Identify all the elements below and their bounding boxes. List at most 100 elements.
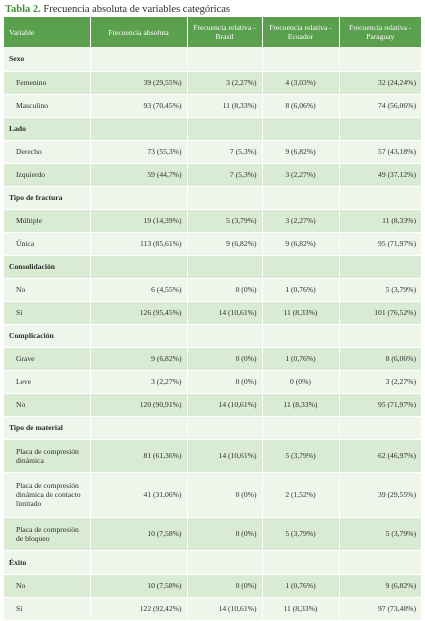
cell-ecuador [262,47,340,72]
cell-brasil [187,255,263,279]
cell-brasil [187,186,263,210]
cell-brasil: 0 (0%) [187,472,263,518]
section-label: Complicación [4,324,91,348]
header-brasil: Frecuencia relativa - Brasil [187,17,263,47]
cell-ecuador [262,324,340,348]
cell-absolute: 19 (14,39%) [90,209,188,233]
cell-absolute: 10 (7,58%) [90,574,188,598]
cell-absolute [90,416,188,440]
frequency-table: Variable Frecuencia absoluta Frecuencia … [4,17,421,621]
cell-ecuador: 1 (0,76%) [262,574,340,598]
variable-label: Derecho [4,140,91,164]
cell-paraguay [339,47,421,72]
cell-ecuador [262,416,340,440]
cell-brasil: 11 (8,33%) [187,94,263,118]
section-label: Éxito [4,550,91,575]
cell-paraguay: 62 (46,97%) [339,439,421,473]
cell-ecuador: 8 (6,06%) [262,94,340,118]
cell-brasil [187,324,263,348]
section-label: Tipo de fractura [4,186,91,210]
variable-label: Izquierdo [4,163,91,187]
cell-brasil: 14 (10,61%) [187,597,263,621]
cell-absolute: 93 (70,45%) [90,94,188,118]
cell-brasil [187,550,263,575]
table-row: Placa de compresión de bloqueo 10 (7,58%)… [4,517,421,551]
variable-label: Grave [4,347,91,371]
variable-label: Leve [4,370,91,394]
cell-ecuador: 11 (8,33%) [262,597,340,621]
cell-paraguay: 101 (76,52%) [339,301,421,325]
section-label: Sexo [4,47,91,72]
table-row: Sí 126 (95,45%) 14 (10,61%) 11 (8,33%) 101 (… [4,301,421,325]
cell-paraguay: 39 (29,55%) [339,472,421,518]
cell-paraguay: 5 (3,79%) [339,278,421,302]
variable-label: No [4,393,91,417]
table-row: Sí 122 (92,42%) 14 (10,61%) 11 (8,33%) 97 (7… [4,597,421,621]
cell-brasil [187,416,263,440]
cell-absolute: 59 (44,7%) [90,163,188,187]
header-paraguay: Frecuencia relativa - Paraguay [339,17,421,47]
cell-absolute: 41 (31,06%) [90,472,188,518]
table-row: Leve 3 (2,27%) 0 (0%) 0 (0%) 3 (2,27%) [4,370,421,394]
cell-ecuador: 9 (6,82%) [262,140,340,164]
table-row: No 120 (90,91%) 14 (10,61%) 11 (8,33%) 95 (7… [4,393,421,417]
table-row: No 6 (4,55%) 0 (0%) 1 (0,76%) 5 (3,79%) [4,278,421,302]
cell-brasil [187,47,263,72]
table-header-row: Variable Frecuencia absoluta Frecuencia … [4,17,421,47]
cell-paraguay: 95 (71,97%) [339,232,421,256]
cell-ecuador [262,117,340,141]
section-label: Consolidación [4,255,91,279]
section-row: Sexo [4,47,421,72]
variable-label: No [4,278,91,302]
cell-ecuador: 1 (0,76%) [262,278,340,302]
cell-paraguay: 3 (2,27%) [339,370,421,394]
cell-absolute [90,324,188,348]
cell-absolute: 3 (2,27%) [90,370,188,394]
cell-paraguay [339,255,421,279]
cell-brasil: 0 (0%) [187,278,263,302]
variable-label: Sí [4,597,91,621]
cell-ecuador: 11 (8,33%) [262,301,340,325]
section-row: Lado [4,117,421,141]
cell-ecuador: 1 (0,76%) [262,347,340,371]
section-row: Tipo de material [4,416,421,440]
cell-absolute: 122 (92,42%) [90,597,188,621]
table-row: Única 113 (85,61%) 9 (6,82%) 9 (6,82%) 95 (7… [4,232,421,256]
table-row: No 10 (7,58%) 0 (0%) 1 (0,76%) 9 (6,82%) [4,574,421,598]
cell-paraguay [339,416,421,440]
cell-brasil: 0 (0%) [187,574,263,598]
variable-label: Sí [4,301,91,325]
cell-paraguay: 9 (6,82%) [339,574,421,598]
cell-absolute: 39 (29,55%) [90,71,188,95]
section-row: Éxito [4,550,421,575]
section-label: Tipo de material [4,416,91,440]
header-variable: Variable [4,17,91,47]
cell-ecuador: 3 (2,27%) [262,209,340,233]
table-caption-label: Tabla 2. [5,4,41,15]
cell-brasil [187,117,263,141]
cell-paraguay: 5 (3,79%) [339,517,421,551]
variable-label: Placa de compresión de bloqueo [4,517,91,551]
section-row: Tipo de fractura [4,186,421,210]
cell-brasil: 9 (6,82%) [187,232,263,256]
cell-absolute: 6 (4,55%) [90,278,188,302]
cell-paraguay: 97 (73,48%) [339,597,421,621]
cell-ecuador: 5 (3,79%) [262,439,340,473]
section-row: Complicación [4,324,421,348]
table-row: Placa de compresión dinámica de contacto… [4,472,421,518]
section-label: Lado [4,117,91,141]
cell-absolute: 81 (61,36%) [90,439,188,473]
variable-label: Femenino [4,71,91,95]
cell-absolute [90,117,188,141]
table-row: Grave 9 (6,82%) 0 (0%) 1 (0,76%) 8 (6,06%) [4,347,421,371]
cell-ecuador [262,550,340,575]
table-caption: Tabla 2. Frecuencia absoluta de variable… [5,3,230,16]
section-row: Consolidación [4,255,421,279]
cell-brasil: 7 (5,3%) [187,163,263,187]
variable-label: Múltiple [4,209,91,233]
cell-brasil: 14 (10,61%) [187,439,263,473]
variable-label: No [4,574,91,598]
cell-paraguay [339,550,421,575]
cell-absolute: 120 (90,91%) [90,393,188,417]
cell-absolute: 9 (6,82%) [90,347,188,371]
